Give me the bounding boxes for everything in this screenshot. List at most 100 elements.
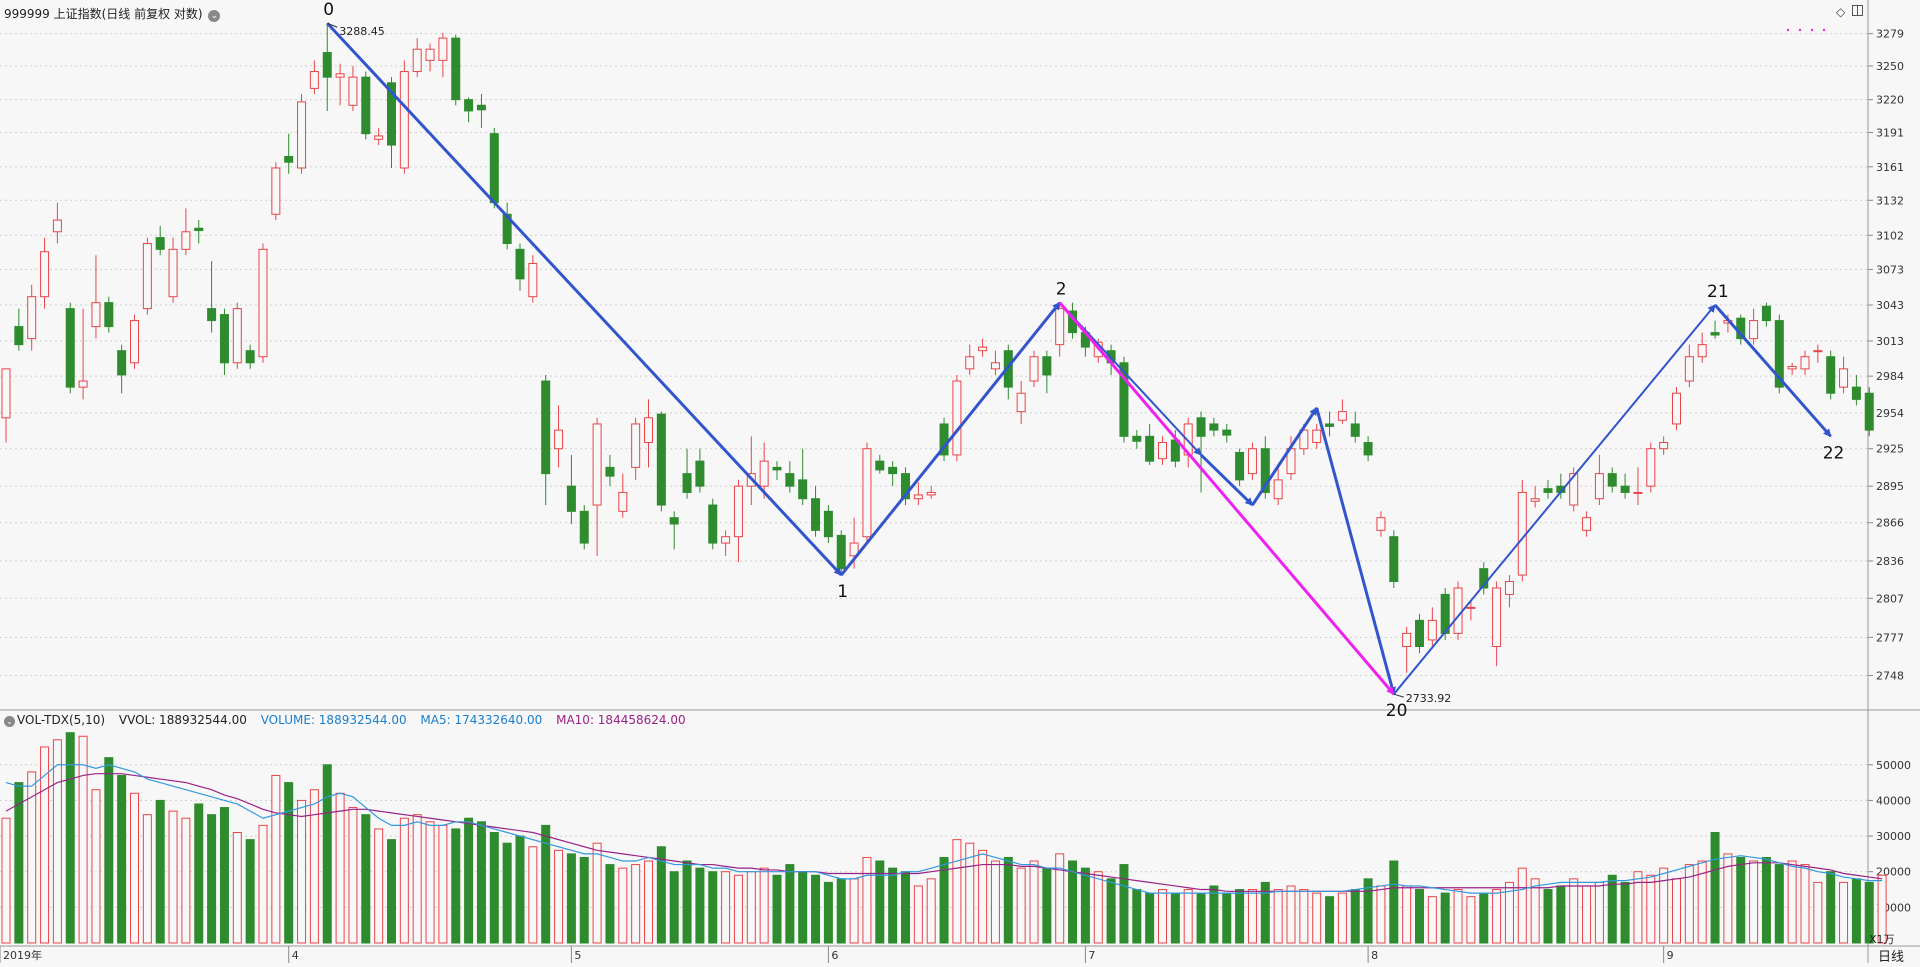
price-tick-label: 3220 bbox=[1876, 94, 1904, 107]
extreme-value-label: 3288.45 bbox=[339, 25, 385, 38]
vvol-value: VVOL: 188932544.00 bbox=[118, 713, 247, 727]
volume-bar bbox=[1363, 878, 1373, 944]
candle-body bbox=[1697, 344, 1707, 358]
candle-body bbox=[1672, 392, 1681, 425]
volume-bar bbox=[1029, 860, 1039, 944]
volume-bar bbox=[849, 878, 859, 944]
volume-bar bbox=[811, 874, 821, 944]
volume-bar bbox=[1042, 867, 1052, 944]
candle-body bbox=[1839, 368, 1849, 388]
volume-bar bbox=[271, 774, 281, 944]
volume-bar bbox=[1145, 892, 1155, 944]
price-tick-label: 3013 bbox=[1876, 335, 1904, 348]
candle-body bbox=[1325, 423, 1335, 427]
volume-bar bbox=[1170, 892, 1180, 944]
volume-bar bbox=[1119, 864, 1129, 944]
volume-bar bbox=[926, 878, 936, 944]
volume-bar bbox=[91, 789, 101, 944]
volume-bar bbox=[952, 839, 962, 944]
candle-body bbox=[1427, 619, 1437, 641]
volume-bar bbox=[1247, 889, 1257, 944]
volume-bar bbox=[117, 774, 127, 944]
candle-body bbox=[631, 423, 641, 468]
volume-bar bbox=[438, 824, 448, 944]
volume-bar bbox=[798, 871, 808, 944]
candle-body bbox=[361, 76, 371, 135]
volume-bar bbox=[1569, 878, 1579, 944]
time-tick-label: 7 bbox=[1088, 949, 1095, 962]
volume-bar bbox=[194, 803, 204, 944]
volume-bar bbox=[1312, 892, 1322, 944]
candle-body bbox=[258, 248, 268, 358]
wave-label: 20 bbox=[1386, 701, 1408, 721]
volume-bar bbox=[232, 832, 242, 944]
diamond-icon[interactable]: ◇ bbox=[1836, 5, 1846, 19]
candle-body bbox=[1620, 485, 1630, 493]
volume-bar bbox=[1080, 867, 1090, 944]
candle-body bbox=[1607, 473, 1617, 487]
volume-bar bbox=[1427, 896, 1437, 944]
volume-bar bbox=[207, 814, 217, 944]
wave-line bbox=[326, 22, 843, 577]
candle-body bbox=[785, 473, 795, 487]
candle-body bbox=[1402, 632, 1412, 647]
candle-body bbox=[1376, 517, 1386, 531]
panel-toggle-icon[interactable] bbox=[1852, 5, 1863, 16]
ma5-value: MA5: 174332640.00 bbox=[420, 713, 543, 727]
candle-body bbox=[232, 308, 242, 364]
volume-bar bbox=[913, 885, 923, 944]
volume-bar bbox=[1710, 832, 1720, 944]
candle-body bbox=[1569, 473, 1579, 506]
volume-bar bbox=[1, 817, 11, 944]
volume-bar bbox=[1659, 867, 1669, 944]
time-tick-label: 4 bbox=[292, 949, 299, 962]
candle-body bbox=[1029, 356, 1039, 382]
volume-bar bbox=[1325, 896, 1335, 944]
volume-collapse-icon[interactable]: ⌄ bbox=[4, 716, 15, 727]
volume-bar bbox=[823, 881, 833, 944]
price-tick-label: 2866 bbox=[1876, 517, 1904, 530]
candle-body bbox=[1851, 386, 1861, 400]
volume-bar bbox=[1055, 853, 1065, 944]
candle-body bbox=[823, 510, 833, 538]
candle-body bbox=[1119, 362, 1129, 437]
candle-body bbox=[1, 368, 11, 419]
price-tick-label: 3279 bbox=[1876, 28, 1904, 41]
candle-body bbox=[309, 71, 319, 89]
candle-body bbox=[322, 52, 332, 78]
volume-bar bbox=[399, 817, 409, 944]
volume-bar bbox=[1003, 856, 1013, 944]
volume-bar bbox=[1813, 881, 1823, 944]
volume-bar bbox=[746, 871, 756, 944]
volume-bar bbox=[1222, 892, 1232, 944]
volume-bar bbox=[1697, 860, 1707, 944]
candle-body bbox=[1594, 473, 1604, 500]
candle-body bbox=[438, 37, 448, 61]
candle-body bbox=[1826, 356, 1836, 394]
period-label[interactable]: 日线 bbox=[1878, 950, 1905, 965]
volume-bar bbox=[219, 807, 229, 944]
volume-bar bbox=[1453, 889, 1463, 944]
volume-bar bbox=[1517, 867, 1527, 944]
candle-body bbox=[1466, 606, 1476, 609]
volume-bar bbox=[1299, 889, 1309, 944]
volume-bar bbox=[1209, 885, 1219, 944]
candle-body bbox=[130, 320, 139, 364]
volume-value: VOLUME: 188932544.00 bbox=[260, 713, 407, 727]
price-tick-label: 3161 bbox=[1876, 161, 1904, 174]
volume-bar bbox=[1337, 892, 1347, 944]
candle-body bbox=[579, 510, 589, 544]
volume-bar bbox=[772, 874, 782, 944]
indicator-dot bbox=[1810, 28, 1814, 32]
chevron-down-icon[interactable]: ⌄ bbox=[208, 10, 221, 22]
price-tick-label: 3043 bbox=[1876, 299, 1904, 312]
volume-bar bbox=[759, 867, 769, 944]
candle-body bbox=[1864, 392, 1874, 431]
volume-bar bbox=[721, 871, 731, 944]
volume-bar bbox=[1132, 889, 1142, 944]
candle-body bbox=[554, 429, 564, 450]
ma5-line bbox=[5, 764, 1883, 894]
candle-body bbox=[1543, 488, 1553, 493]
volume-bar bbox=[669, 871, 679, 944]
